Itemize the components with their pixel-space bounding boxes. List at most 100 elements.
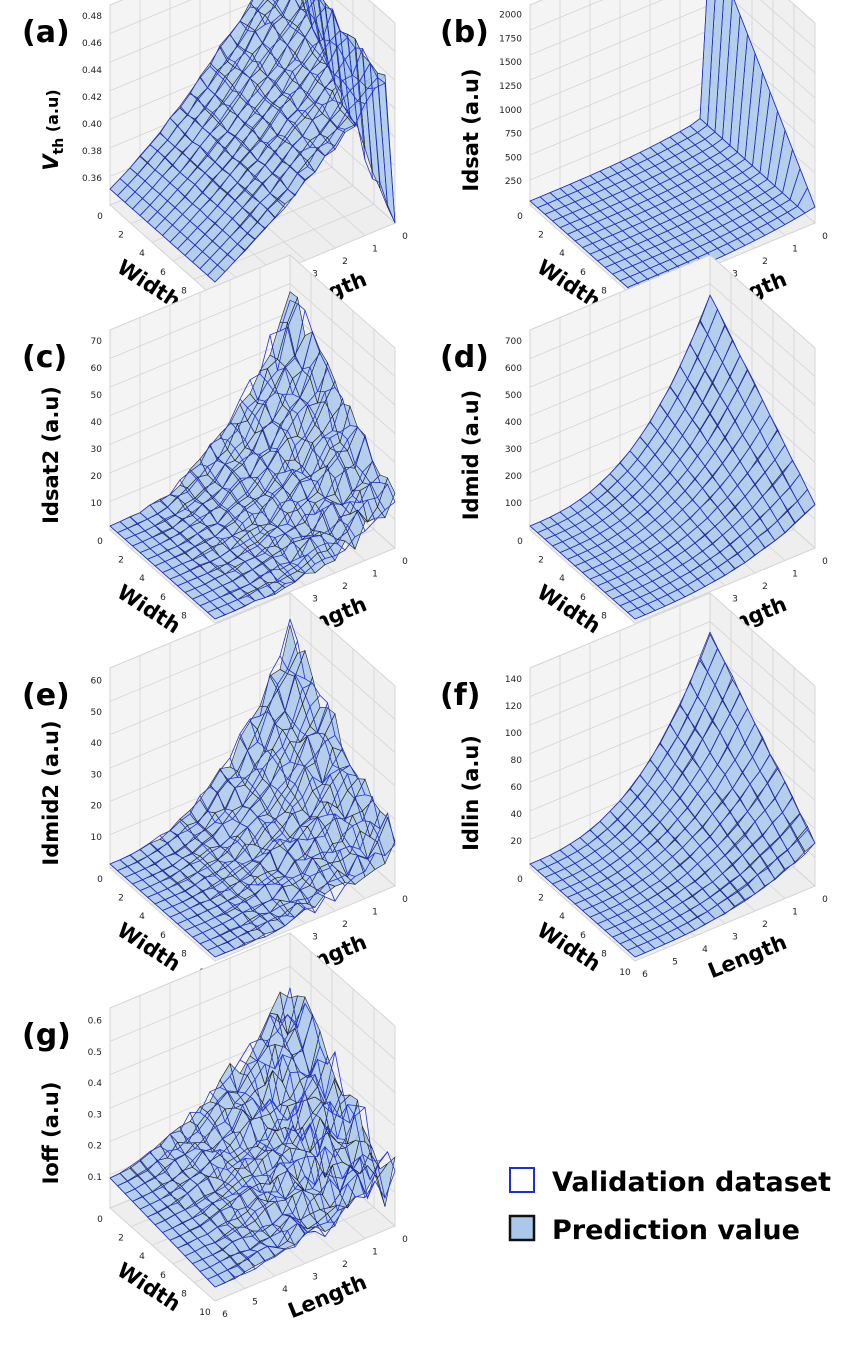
y-tick-label: 3	[732, 595, 738, 605]
z-tick-label: 0.2	[88, 1142, 102, 1152]
x-tick-label: 6	[160, 1271, 166, 1281]
validation-line	[179, 821, 286, 927]
validation-line	[249, 379, 356, 538]
validation-line	[229, 757, 336, 902]
z-tick-label: 1250	[499, 82, 522, 92]
x-tick-label: 6	[160, 931, 166, 941]
z-tick-label: 400	[505, 418, 522, 428]
y-gridline	[529, 330, 636, 624]
validation-line	[529, 525, 636, 620]
validation-line	[649, 759, 756, 895]
validation-line	[119, 178, 226, 273]
validation-line	[295, 0, 376, 89]
validation-line	[733, 0, 816, 208]
validation-line	[589, 491, 696, 593]
z-tick-label: 0.5	[88, 1048, 102, 1058]
y-tick-label: 3	[312, 270, 318, 280]
x-tick-label: 8	[601, 949, 607, 959]
validation-line	[159, 500, 266, 599]
y-tick-label: 2	[762, 257, 768, 267]
validation-line	[599, 820, 706, 925]
y-tick-label: 0	[402, 557, 408, 567]
z-tick-label: 100	[505, 499, 522, 509]
validation-line	[259, 1039, 366, 1198]
validation-line	[109, 525, 216, 620]
z-axis-title: Idmid2 (a.u)	[39, 720, 63, 865]
validation-wireframe	[529, 631, 816, 958]
validation-line	[569, 183, 676, 278]
z-tick-label: 500	[505, 391, 522, 401]
validation-line	[619, 800, 726, 915]
validation-line	[279, 1014, 386, 1199]
validation-line	[159, 132, 266, 229]
y-tick-label: 5	[252, 1298, 258, 1308]
z-tick-label: 20	[91, 802, 103, 812]
legend-validation-swatch	[509, 1167, 535, 1193]
validation-line	[269, 673, 376, 860]
validation-line	[159, 835, 266, 938]
validation-line	[189, 471, 296, 582]
y-tick-label: 0	[402, 1235, 408, 1245]
validation-line	[149, 144, 256, 240]
panel-label: (d)	[440, 340, 489, 375]
x-tick-label: 0	[97, 212, 103, 222]
validation-line	[559, 188, 666, 282]
y-tick-label: 0	[402, 895, 408, 905]
validation-line	[679, 131, 786, 225]
validation-line	[289, 618, 396, 845]
validation-line	[199, 795, 306, 908]
x-axis-title: Width	[113, 580, 185, 638]
x-tick-label: 0	[97, 537, 103, 547]
legend-prediction-label: Prediction value	[552, 1215, 800, 1246]
validation-line	[579, 499, 686, 598]
y-gridline	[109, 668, 216, 962]
legend-validation-label: Validation dataset	[552, 1167, 831, 1198]
z-tick-label: 30	[91, 770, 103, 780]
validation-line	[629, 450, 736, 569]
z-tick-label: 40	[511, 810, 523, 820]
validation-line	[319, 0, 386, 84]
validation-line	[259, 373, 366, 532]
z-tick-label: 30	[91, 445, 103, 455]
x-tick-label: 4	[559, 912, 565, 922]
z-tick-label: 1750	[499, 34, 522, 44]
validation-line	[209, 1091, 316, 1233]
validation-line	[709, 295, 816, 505]
x-tick-label: 4	[139, 1252, 145, 1262]
validation-line	[199, 77, 306, 182]
x-tick-label: 10	[199, 1308, 211, 1318]
y-tick-label: 6	[222, 1310, 228, 1320]
validation-line	[189, 1112, 296, 1248]
validation-line	[559, 511, 666, 607]
x-tick-label: 2	[538, 231, 544, 241]
y-tick-label: 0	[822, 232, 828, 242]
z-tick-label: 20	[91, 472, 103, 482]
y-tick-label: 1	[372, 1248, 378, 1258]
validation-line	[109, 863, 216, 958]
validation-line	[199, 1112, 306, 1234]
y-tick-label: 0	[822, 895, 828, 905]
z-tick-label: 70	[91, 337, 103, 347]
validation-line	[699, 656, 806, 855]
validation-line	[259, 710, 366, 872]
x-tick-label: 0	[97, 1215, 103, 1225]
validation-line	[129, 516, 236, 612]
chart-panel-c: 1020304050607002468106543210Idsat2 (a.u)…	[22, 253, 408, 645]
y-tick-label: 0	[402, 232, 408, 242]
validation-line	[609, 810, 716, 920]
x-tick-label: 0	[517, 212, 523, 222]
y-tick-label: 2	[342, 1260, 348, 1270]
panel-label: (g)	[22, 1018, 71, 1053]
validation-line	[129, 1166, 236, 1278]
validation-line	[649, 421, 756, 556]
validation-wireframe	[529, 295, 816, 620]
validation-line	[169, 117, 276, 219]
z-tick-label: 100	[505, 729, 522, 739]
validation-line	[639, 152, 746, 246]
x-tick-label: 10	[619, 968, 631, 978]
x-tick-label: 6	[580, 593, 586, 603]
x-tick-label: 2	[118, 556, 124, 566]
